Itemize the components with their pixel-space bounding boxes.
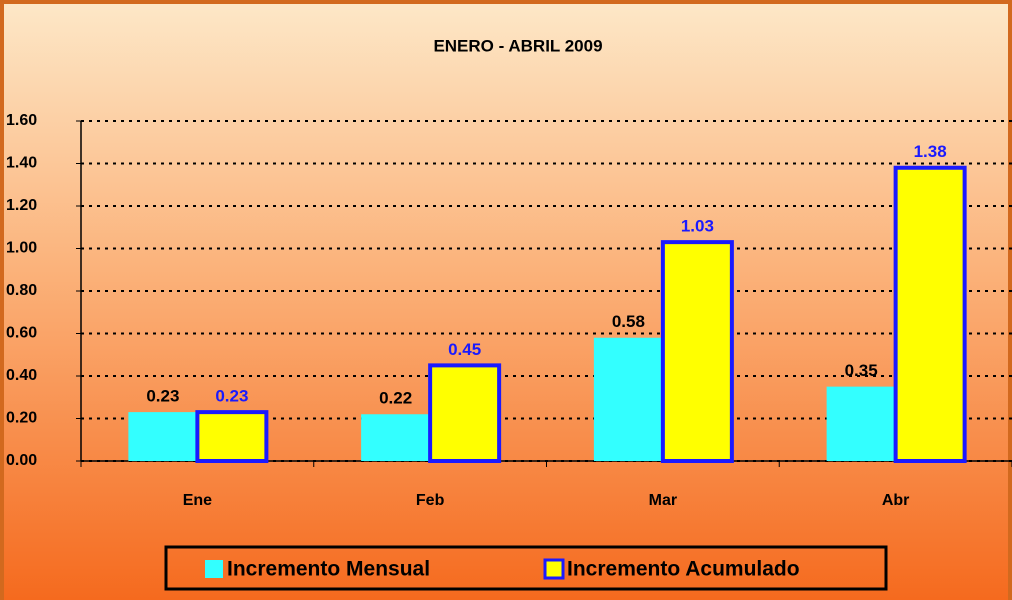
legend-label: Incremento Acumulado	[567, 558, 800, 581]
data-label: 0.58	[612, 312, 645, 331]
data-label: 1.38	[914, 142, 947, 161]
data-label: 1.03	[681, 217, 714, 236]
bar	[593, 337, 663, 461]
bar	[660, 240, 734, 463]
y-tick-label: 0.40	[6, 367, 37, 384]
bar	[361, 414, 431, 461]
x-tick-label: Mar	[649, 492, 677, 509]
y-tick-label: 0.00	[6, 452, 37, 469]
legend-box	[164, 545, 888, 591]
chart-title: ENERO - ABRIL 2009	[433, 36, 602, 55]
data-label: 0.22	[379, 389, 412, 408]
bar	[128, 412, 198, 461]
legend-label: Incremento Mensual	[227, 558, 430, 581]
y-tick-label: 0.60	[6, 325, 37, 342]
bar	[195, 410, 269, 463]
bar	[428, 363, 502, 463]
y-tick-label: 1.00	[6, 240, 37, 257]
bar	[826, 386, 896, 461]
legend-swatch	[205, 560, 223, 578]
y-tick-label: 1.60	[6, 112, 37, 129]
x-tick-label: Feb	[416, 492, 445, 509]
data-label: 0.45	[448, 340, 481, 359]
x-tick-label: Abr	[882, 492, 910, 509]
bar	[893, 165, 967, 463]
data-label: 0.23	[146, 387, 179, 406]
y-tick-label: 1.20	[6, 197, 37, 214]
data-label: 0.23	[215, 387, 248, 406]
data-label: 0.35	[845, 361, 878, 380]
legend	[164, 545, 888, 591]
y-tick-label: 0.80	[6, 282, 37, 299]
x-tick-label: Ene	[183, 492, 212, 509]
y-tick-label: 1.40	[6, 155, 37, 172]
y-tick-label: 0.20	[6, 410, 37, 427]
legend-swatch	[543, 558, 565, 580]
